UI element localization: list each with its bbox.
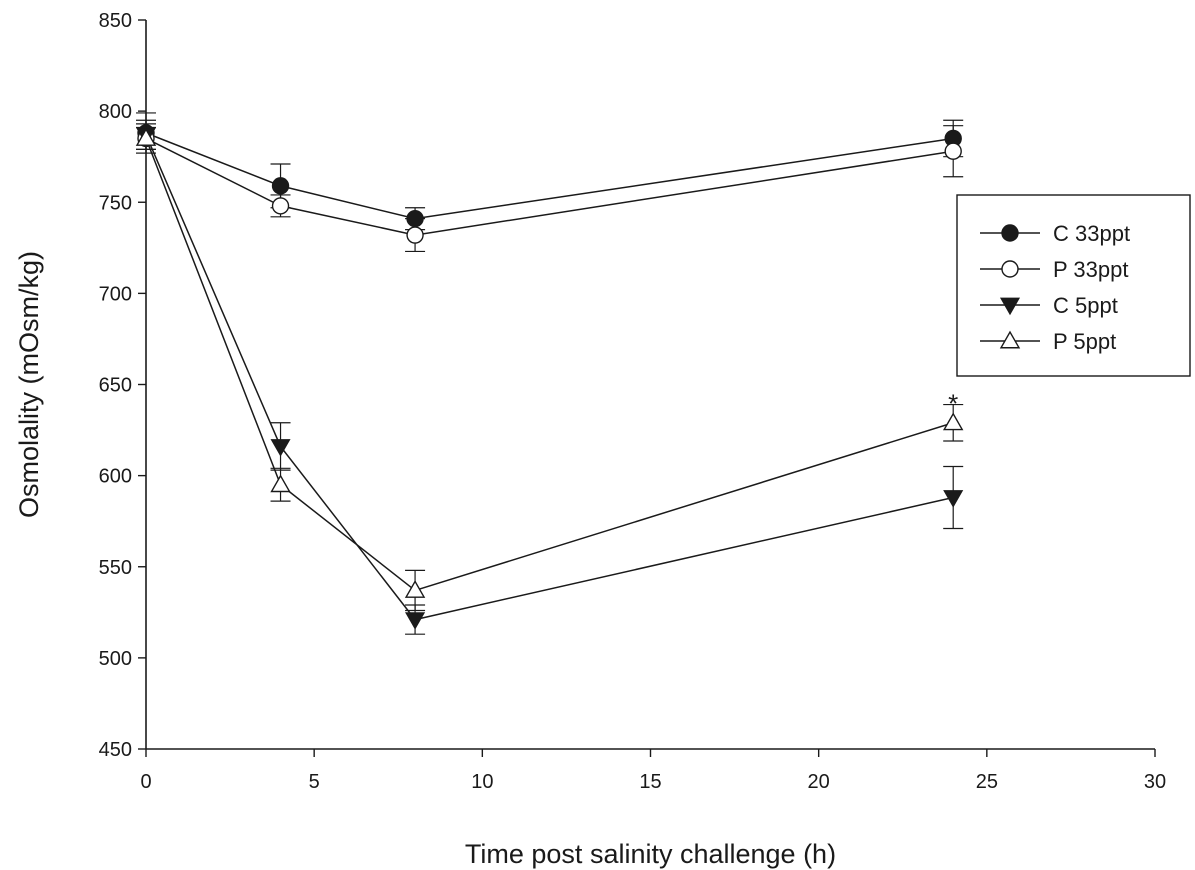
series-layer: * (135, 112, 964, 635)
axes: 450 500 550 600 650 700 750 800 850 0 5 10 15 20 25 30 (99, 10, 1167, 793)
x-tick-label: 25 (976, 771, 998, 793)
y-tick-label: 750 (99, 192, 132, 214)
series-line-c-33ppt (145, 132, 954, 220)
x-tick-label: 20 (808, 771, 830, 793)
legend-marker (1001, 224, 1019, 242)
data-point (405, 612, 426, 630)
data-point (944, 142, 962, 160)
data-point (135, 128, 157, 146)
series-p-5ppt (135, 126, 964, 612)
x-tick-label: 15 (639, 771, 661, 793)
x-tick-label: 5 (309, 771, 320, 793)
legend-item-c-33ppt: C 33ppt (980, 221, 1130, 246)
y-tick-label: 850 (99, 10, 132, 32)
legend-box (956, 194, 1191, 377)
data-point (943, 490, 964, 508)
y-tick-label: 600 (99, 466, 132, 488)
legend-item-c-5ppt: C 5ppt (980, 293, 1118, 318)
series-line-c-5ppt (145, 134, 954, 621)
y-axis-title: Osmolality (mOsm/kg) (14, 251, 44, 518)
x-axis-title: Time post salinity challenge (h) (465, 839, 836, 869)
legend-marker (999, 297, 1021, 316)
data-point (270, 474, 291, 493)
x-tick-label: 10 (471, 771, 493, 793)
x-tick-label: 30 (1144, 771, 1166, 793)
data-point (404, 580, 426, 598)
series-line-p-33ppt (145, 137, 954, 236)
legend-label: P 33ppt (1053, 257, 1128, 282)
legend-label: C 33ppt (1053, 221, 1130, 246)
legend-label: P 5ppt (1053, 329, 1116, 354)
legend-item-p-33ppt: P 33ppt (980, 257, 1128, 282)
data-point (271, 177, 290, 195)
y-tick-label: 800 (99, 101, 132, 123)
series-c-5ppt (135, 119, 964, 635)
legend-item-p-5ppt: P 5ppt (980, 329, 1116, 354)
series-line-p-5ppt (145, 138, 954, 592)
significance-annotation: * (948, 389, 958, 419)
legend-marker (999, 330, 1021, 349)
legend: C 33ppt P 33ppt C 5ppt P 5ppt (956, 194, 1191, 377)
y-tick-label: 500 (99, 648, 132, 670)
y-tick-label: 550 (99, 557, 132, 579)
x-tick-label: 0 (140, 771, 151, 793)
data-point (942, 412, 964, 431)
y-tick-label: 700 (99, 283, 132, 305)
legend-marker (1001, 260, 1019, 278)
series-c-33ppt (136, 112, 964, 231)
y-tick-label: 450 (99, 739, 132, 761)
data-point (271, 197, 290, 215)
data-point (270, 439, 291, 457)
y-tick-label: 650 (99, 375, 132, 397)
data-point (406, 226, 424, 244)
legend-label: C 5ppt (1053, 293, 1118, 318)
series-p-33ppt (136, 123, 964, 253)
